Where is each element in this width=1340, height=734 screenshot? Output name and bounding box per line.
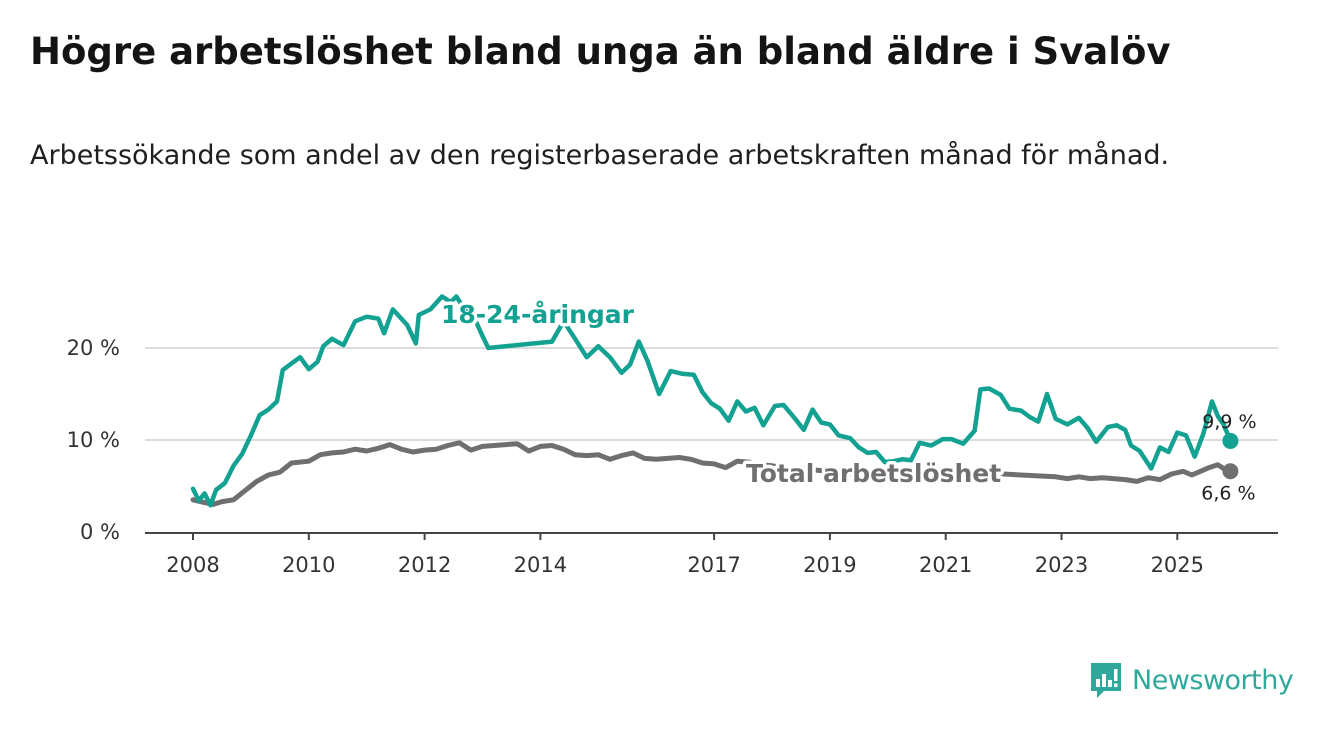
end-point-youth	[1222, 432, 1239, 449]
x-tick-label: 2019	[803, 553, 856, 577]
end-point-total	[1222, 463, 1239, 480]
newsworthy-logo-icon	[1091, 663, 1121, 698]
x-tick-label: 2014	[514, 553, 567, 577]
series-labels: 18-24-åringar Total arbetslöshet 9,9 % 6,6 …	[438, 297, 1257, 505]
x-tick-label: 2025	[1151, 553, 1204, 577]
chart-title: Högre arbetslöshet bland unga än bland ä…	[30, 30, 1171, 73]
end-value-total: 6,6 %	[1201, 482, 1255, 504]
x-tick-label: 2021	[919, 553, 972, 577]
x-axis: 2008 2010 2012 2014 2017 2019 2021 2023 2025	[145, 532, 1278, 577]
grid-lines	[145, 347, 1278, 441]
x-tick-label: 2012	[398, 553, 451, 577]
brand-name: Newsworthy	[1132, 664, 1294, 696]
newsworthy-brand: Newsworthy	[1088, 660, 1294, 700]
x-tick-label: 2023	[1035, 553, 1088, 577]
series-label-youth: 18-24-åringar	[441, 300, 635, 329]
y-tick-label: 0 %	[80, 520, 120, 544]
series-label-total: Total arbetslöshet	[746, 459, 1001, 488]
x-tick-label: 2010	[282, 553, 335, 577]
series-line-total	[190, 440, 1233, 507]
end-value-youth: 9,9 %	[1202, 411, 1256, 433]
x-tick-label: 2008	[166, 553, 219, 577]
y-axis-ticks: 0 % 10 % 20 %	[67, 336, 120, 544]
series-line-youth	[190, 294, 1233, 508]
series-lines	[190, 294, 1239, 508]
x-tick-label: 2017	[687, 553, 740, 577]
y-tick-label: 10 %	[67, 428, 120, 452]
y-tick-label: 20 %	[67, 336, 120, 360]
chart-subtitle: Arbetssökande som andel av den registerb…	[30, 140, 1170, 171]
